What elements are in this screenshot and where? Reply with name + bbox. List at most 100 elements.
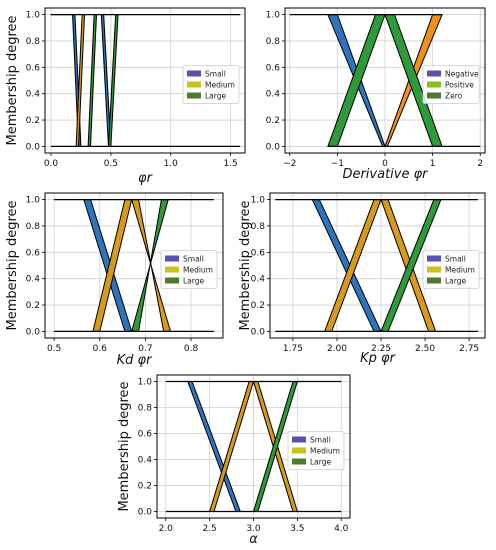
x-tick-label: 1 — [430, 159, 436, 169]
legend-swatch — [427, 81, 441, 88]
chart-kp: 1.75 2.00 2.25 2.50 2.75 0.0 0.2 0.4 0.6 0.8 1.0 Kp… — [238, 192, 486, 366]
legend-label: Small — [183, 255, 204, 264]
x-tick-label: 0.8 — [184, 344, 199, 354]
legend-swatch — [292, 436, 306, 443]
x-tick-label: 2.0 — [159, 524, 174, 534]
legend-label: Small — [205, 70, 226, 79]
legend-label: Medium — [445, 266, 475, 275]
legend-swatch — [187, 92, 201, 99]
legend-label: Large — [205, 92, 226, 101]
x-tick-label: 2.75 — [459, 344, 479, 354]
chart-phi: 0.0 0.5 1.0 1.5 0.0 0.2 0.4 0.6 0.8 1.0 φr Membersh… — [5, 7, 246, 186]
axes-frame — [44, 192, 224, 339]
y-tick-label: 0.8 — [26, 37, 41, 47]
x-tick-label: 0.5 — [47, 344, 61, 354]
x-tick-label: 0.5 — [104, 159, 118, 169]
legend-swatch — [165, 255, 179, 262]
x-tick-label: 1.5 — [223, 159, 237, 169]
y-tick-label: 0.6 — [26, 63, 41, 73]
axes-frame — [269, 192, 486, 339]
y-tick-label: 0.2 — [26, 116, 40, 126]
y-tick-label: 0.0 — [26, 142, 41, 152]
legend: Small Medium Large — [422, 250, 480, 289]
legend-swatch — [165, 266, 179, 273]
y-tick-label: 1.0 — [251, 196, 266, 206]
y-tick-label: 0.6 — [26, 248, 41, 258]
y-tick-label: 0.2 — [26, 301, 40, 311]
legend-swatch — [187, 81, 201, 88]
x-tick-label: 1.75 — [283, 344, 303, 354]
x-tick-label: 2.25 — [371, 344, 391, 354]
legend-swatch — [427, 255, 441, 262]
legend: Small Medium Large — [287, 431, 345, 470]
x-axis-label: Derivative φr — [342, 167, 429, 182]
y-tick-label: 0.0 — [251, 327, 266, 337]
legend-label: Medium — [205, 81, 235, 90]
y-tick-label: 0.4 — [26, 275, 41, 285]
legend-swatch — [292, 458, 306, 465]
x-tick-label: 1.0 — [164, 159, 179, 169]
y-tick-label: 1.0 — [138, 378, 153, 388]
legend-label: Small — [310, 436, 331, 445]
legend-swatch — [427, 92, 441, 99]
y-tick-label: 0.4 — [26, 90, 41, 100]
x-tick-label: −1 — [331, 159, 344, 169]
legend-label: Positive — [445, 81, 474, 90]
legend-label: Large — [183, 277, 204, 286]
x-axis-label: Kd φr — [117, 353, 153, 368]
y-tick-label: 0.2 — [266, 116, 280, 126]
y-tick-label: 0.6 — [138, 430, 153, 440]
y-tick-label: 0.4 — [138, 456, 153, 466]
x-tick-label: −2 — [283, 159, 296, 169]
y-tick-label: 0.4 — [266, 90, 281, 100]
y-tick-label: 0.4 — [251, 275, 266, 285]
x-tick-label: 3.0 — [246, 524, 261, 534]
y-tick-label: 0.8 — [251, 222, 266, 232]
y-tick-label: 1.0 — [26, 11, 41, 21]
legend: Small Medium Large — [182, 65, 240, 104]
x-tick-label: 3.5 — [290, 524, 304, 534]
y-tick-label: 0.0 — [266, 142, 281, 152]
x-tick-label: 0.6 — [93, 344, 108, 354]
y-tick-label: 1.0 — [266, 11, 281, 21]
y-tick-label: 0.8 — [26, 222, 41, 232]
y-axis-label: Membership degree — [238, 200, 253, 330]
x-tick-label: 2 — [477, 159, 483, 169]
y-tick-label: 0.8 — [138, 404, 153, 414]
legend-label: Medium — [310, 447, 340, 456]
x-axis-label: φr — [138, 171, 154, 186]
y-tick-label: 0.8 — [266, 37, 281, 47]
y-tick-label: 0.6 — [251, 248, 266, 258]
legend-label: Zero — [445, 92, 463, 101]
legend-label: Negative — [445, 70, 479, 79]
x-tick-label: 4.0 — [334, 524, 349, 534]
legend-swatch — [165, 277, 179, 284]
chart-alpha: 2.0 2.5 3.0 3.5 4.0 0.0 0.2 0.4 0.6 0.8 1.0 α Member… — [117, 374, 351, 547]
chart-kd: 0.5 0.6 0.7 0.8 0.0 0.2 0.4 0.6 0.8 1.0 Kd φr Membe… — [5, 192, 224, 368]
legend-label: Small — [445, 255, 466, 264]
legend-label: Large — [445, 277, 466, 286]
legend-swatch — [292, 447, 306, 454]
y-tick-label: 0.0 — [138, 508, 153, 518]
legend: Small Medium Large — [160, 250, 218, 289]
x-tick-label: 2.5 — [202, 524, 216, 534]
y-tick-label: 0.0 — [26, 327, 41, 337]
axes-frame — [44, 7, 246, 154]
x-axis-label: α — [249, 532, 258, 547]
y-tick-label: 0.2 — [138, 482, 152, 492]
legend-label: Large — [310, 458, 331, 467]
x-tick-label: 0.0 — [44, 159, 59, 169]
y-tick-label: 0.2 — [251, 301, 265, 311]
x-tick-label: 0 — [382, 159, 388, 169]
legend-swatch — [427, 266, 441, 273]
y-tick-label: 1.0 — [26, 196, 41, 206]
x-tick-label: 2.00 — [327, 344, 347, 354]
y-axis-label: Membership degree — [5, 200, 20, 330]
legend-swatch — [427, 70, 441, 77]
x-axis-label: Kp φr — [360, 351, 396, 366]
legend-swatch — [427, 277, 441, 284]
y-axis-label: Membership degree — [117, 381, 132, 511]
legend-swatch — [187, 70, 201, 77]
